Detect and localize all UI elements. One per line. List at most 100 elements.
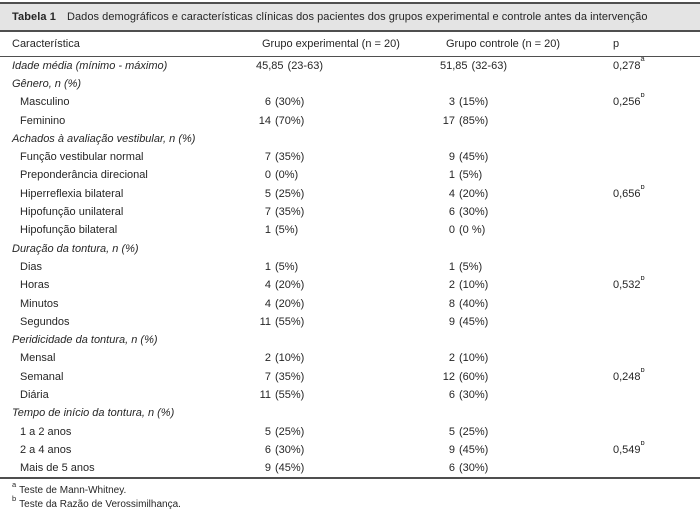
control-value: 9 (45%) [440,313,613,331]
control-value: 6 (30%) [440,386,613,404]
percent-value: (10%) [275,352,305,365]
row-label: Duração da tontura, n (%) [12,242,139,255]
control-value [440,130,613,148]
count-value: 4 [264,297,271,310]
top-rule [0,2,700,4]
table-row: Hipofunção bilateral 1 (5%) 0 (0 %) [0,221,700,239]
percent-value: (35%) [275,206,305,219]
percent-value: (30%) [459,462,489,475]
p-value [613,404,700,422]
p-value [613,386,700,404]
row-label: Diária [20,388,49,401]
control-value: 5 (25%) [440,422,613,440]
percent-value: (0 %) [459,224,486,237]
p-value [613,422,700,440]
percent-value: (5%) [275,224,299,237]
row-label: Tempo de início da tontura, n (%) [12,407,175,420]
experimental-value: 7 (35%) [256,148,440,166]
footnote-b-marker: b [12,493,17,503]
experimental-value: 6 (30%) [256,441,440,459]
experimental-value: 6 (30%) [256,93,440,111]
table-row: Hipofunção unilateral 7 (35%) 6 (30%) [0,203,700,221]
percent-value: (55%) [275,388,305,401]
footnote-a: aTeste de Mann-Whitney. [12,480,688,498]
control-value: 2 (10%) [440,276,613,294]
row-label: Hipofunção unilateral [20,206,124,219]
row-label: Preponderância direcional [20,169,148,182]
control-value [440,239,613,257]
caption-divider-rule [0,30,700,32]
table-row: Peridicidade da tontura, n (%) [0,331,700,349]
control-value: 1 (5%) [440,166,613,184]
table-row: Feminino 14 (70%) 17 (85%) [0,111,700,129]
table-row: 1 a 2 anos 5 (25%) 5 (25%) [0,422,700,440]
table-row: Tempo de início da tontura, n (%) [0,404,700,422]
control-value: 17 (85%) [440,111,613,129]
percent-value: (45%) [275,462,305,475]
percent-value: (85%) [459,114,489,127]
control-value: 9 (45%) [440,441,613,459]
count-value: 17 [442,114,455,127]
table-row: Achados à avaliação vestibular, n (%) [0,130,700,148]
p-value [613,459,700,477]
row-label: Minutos [20,297,59,310]
count-value: 0 [448,224,455,237]
control-value: 8 (40%) [440,294,613,312]
experimental-value: 11 (55%) [256,313,440,331]
percent-value: (0%) [275,169,299,182]
p-value [613,203,700,221]
table-row: Masculino 6 (30%) 3 (15%) 0,256b [0,93,700,111]
experimental-value: 4 (20%) [256,294,440,312]
data-table: Característica Grupo experimental (n = 2… [0,32,700,477]
row-label: Dias [20,260,43,273]
row-label: Peridicidade da tontura, n (%) [12,334,158,347]
count-value: 8 [448,297,455,310]
percent-value: (45%) [459,151,489,164]
percent-value: (55%) [275,315,305,328]
row-label: Mensal [20,352,56,365]
table-row: Dias 1 (5%) 1 (5%) [0,258,700,276]
percent-value: (5%) [459,169,483,182]
table-row: Horas 4 (20%) 2 (10%) 0,532b [0,276,700,294]
experimental-value: 4 (20%) [256,276,440,294]
control-value: 51,85 (32-63) [440,57,613,75]
percent-value: (20%) [459,187,489,200]
table-row: Gênero, n (%) [0,75,700,93]
p-value [613,331,700,349]
p-value [613,294,700,312]
table-row: Segundos 11 (55%) 9 (45%) [0,313,700,331]
count-value: 3 [448,96,455,109]
experimental-value [256,404,440,422]
percent-value: (5%) [459,260,483,273]
percent-value: (20%) [275,297,305,310]
p-value [613,148,700,166]
row-label: 1 a 2 anos [20,425,72,438]
control-value: 9 (45%) [440,148,613,166]
p-value: 0,549b [613,441,700,459]
col-header-grupo-experimental: Grupo experimental (n = 20) [256,32,440,57]
table-row: Preponderância direcional 0 (0%) 1 (5%) [0,166,700,184]
experimental-value: 7 (35%) [256,368,440,386]
table-row: Duração da tontura, n (%) [0,239,700,257]
experimental-value [256,331,440,349]
footnotes: aTeste de Mann-Whitney. bTeste da Razão … [0,479,700,512]
count-value: 9 [448,443,455,456]
table-row: Hiperreflexia bilateral 5 (25%) 4 (20%) 0,656… [0,185,700,203]
control-value: 12 (60%) [440,368,613,386]
percent-value: (32-63) [471,59,507,72]
row-label: Idade média (mínimo - máximo) [12,59,168,72]
experimental-value: 7 (35%) [256,203,440,221]
control-value [440,75,613,93]
count-value: 9 [448,315,455,328]
p-value-footnote-marker: a [640,56,645,63]
col-header-p: p [613,32,700,57]
percent-value: (25%) [459,425,489,438]
count-value: 2 [448,279,455,292]
row-label: Achados à avaliação vestibular, n (%) [12,132,196,145]
experimental-value: 5 (25%) [256,422,440,440]
count-value: 5 [264,425,271,438]
count-value: 14 [258,114,271,127]
row-label: Segundos [20,315,70,328]
control-value: 1 (5%) [440,258,613,276]
